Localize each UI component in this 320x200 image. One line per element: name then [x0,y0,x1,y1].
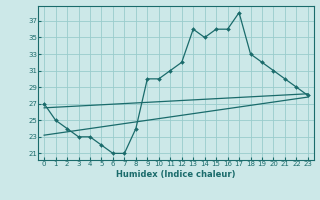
X-axis label: Humidex (Indice chaleur): Humidex (Indice chaleur) [116,170,236,179]
